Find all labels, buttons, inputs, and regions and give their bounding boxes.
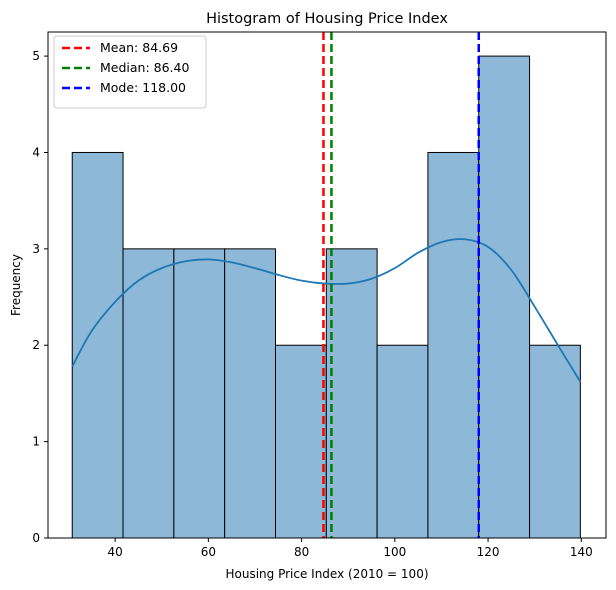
- bars-group: [71, 55, 581, 539]
- y-tick-label: 1: [32, 435, 40, 449]
- histogram-bar: [274, 344, 327, 539]
- histogram-bar: [122, 248, 175, 539]
- x-axis-label: Housing Price Index (2010 = 100): [225, 567, 428, 581]
- y-tick-label: 4: [32, 145, 40, 159]
- kde-curve: [71, 238, 582, 383]
- y-tick-label: 0: [32, 531, 40, 545]
- histogram-bar: [478, 55, 531, 539]
- plot-frame: [47, 31, 607, 539]
- plot-area: 40 60 80 100 120 140 0 1 2 3 4 5: [32, 31, 607, 559]
- reference-lines-group: [322, 32, 480, 538]
- histogram-bar: [173, 248, 226, 539]
- x-axis-ticks: 40 60 80 100 120 140: [107, 538, 593, 559]
- x-tick-label: 60: [201, 545, 216, 559]
- histogram-bar: [224, 248, 276, 539]
- y-tick-label: 3: [32, 242, 40, 256]
- chart-title: Histogram of Housing Price Index: [206, 11, 448, 27]
- y-tick-label: 2: [32, 338, 40, 352]
- x-tick-label: 140: [570, 545, 593, 559]
- x-tick-label: 100: [383, 545, 406, 559]
- x-tick-label: 120: [477, 545, 500, 559]
- histogram-bar: [529, 344, 581, 539]
- legend-entry: Median: 86.40: [100, 60, 189, 75]
- histogram-bar: [325, 248, 378, 539]
- x-tick-label: 40: [107, 545, 122, 559]
- y-axis-ticks: 0 1 2 3 4 5: [32, 49, 48, 545]
- histogram-bar: [71, 151, 124, 539]
- legend-entry: Mode: 118.00: [100, 80, 186, 95]
- histogram-bar: [427, 151, 480, 539]
- legend-entry: Mean: 84.69: [100, 40, 178, 55]
- y-axis-label: Frequency: [9, 254, 23, 316]
- legend-box: [53, 35, 207, 109]
- legend: Mean: 84.69 Median: 86.40 Mode: 118.00: [53, 35, 207, 109]
- x-tick-label: 80: [294, 545, 309, 559]
- y-tick-label: 5: [32, 49, 40, 63]
- histogram-bar: [376, 344, 429, 539]
